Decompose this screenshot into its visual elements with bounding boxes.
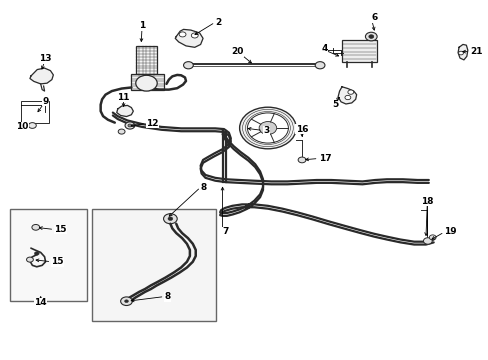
Text: 1: 1 (139, 21, 145, 30)
Circle shape (458, 51, 463, 55)
Text: 12: 12 (146, 119, 158, 128)
Text: 8: 8 (200, 183, 206, 192)
Circle shape (163, 214, 177, 224)
Bar (131, 74, 163, 90)
Text: 3: 3 (263, 126, 269, 135)
Circle shape (118, 129, 125, 134)
Circle shape (125, 122, 135, 129)
Text: 15: 15 (51, 257, 64, 266)
Circle shape (124, 300, 128, 303)
Circle shape (239, 107, 296, 149)
Circle shape (247, 113, 288, 143)
Polygon shape (117, 105, 133, 117)
Circle shape (428, 235, 435, 240)
Circle shape (34, 252, 39, 255)
Circle shape (368, 35, 373, 39)
Text: 20: 20 (231, 47, 244, 56)
Text: 6: 6 (370, 13, 377, 22)
Bar (10, 210, 87, 301)
Text: 5: 5 (331, 100, 338, 109)
Circle shape (32, 225, 40, 230)
Text: 19: 19 (444, 228, 456, 237)
Circle shape (179, 32, 185, 37)
Text: 16: 16 (295, 125, 307, 134)
Circle shape (344, 95, 350, 100)
Text: 18: 18 (420, 197, 433, 206)
Polygon shape (175, 30, 203, 47)
Circle shape (347, 90, 353, 94)
Circle shape (183, 62, 193, 69)
Text: 7: 7 (222, 227, 228, 236)
Bar (136, 45, 157, 76)
Circle shape (191, 33, 198, 38)
Text: 13: 13 (39, 54, 52, 63)
Text: 11: 11 (117, 93, 129, 102)
Polygon shape (457, 44, 467, 60)
Circle shape (136, 75, 157, 91)
Text: 2: 2 (215, 18, 221, 27)
Bar (341, 40, 376, 62)
Text: 15: 15 (54, 225, 67, 234)
Text: 4: 4 (321, 44, 327, 53)
Bar (92, 209, 216, 320)
Circle shape (26, 257, 33, 262)
Circle shape (167, 217, 172, 221)
Bar (21, 101, 49, 123)
Circle shape (28, 123, 36, 129)
Circle shape (128, 124, 132, 127)
Circle shape (298, 157, 305, 163)
Circle shape (315, 62, 325, 69)
Text: 17: 17 (318, 154, 330, 163)
Circle shape (365, 32, 376, 41)
Polygon shape (337, 87, 356, 104)
Text: 10: 10 (17, 122, 29, 131)
Text: 8: 8 (164, 292, 170, 301)
Text: 9: 9 (42, 96, 49, 105)
Circle shape (121, 297, 132, 306)
Text: 21: 21 (469, 47, 481, 56)
Circle shape (259, 122, 276, 134)
Polygon shape (30, 68, 53, 84)
Text: 14: 14 (34, 298, 47, 307)
Circle shape (423, 238, 431, 244)
